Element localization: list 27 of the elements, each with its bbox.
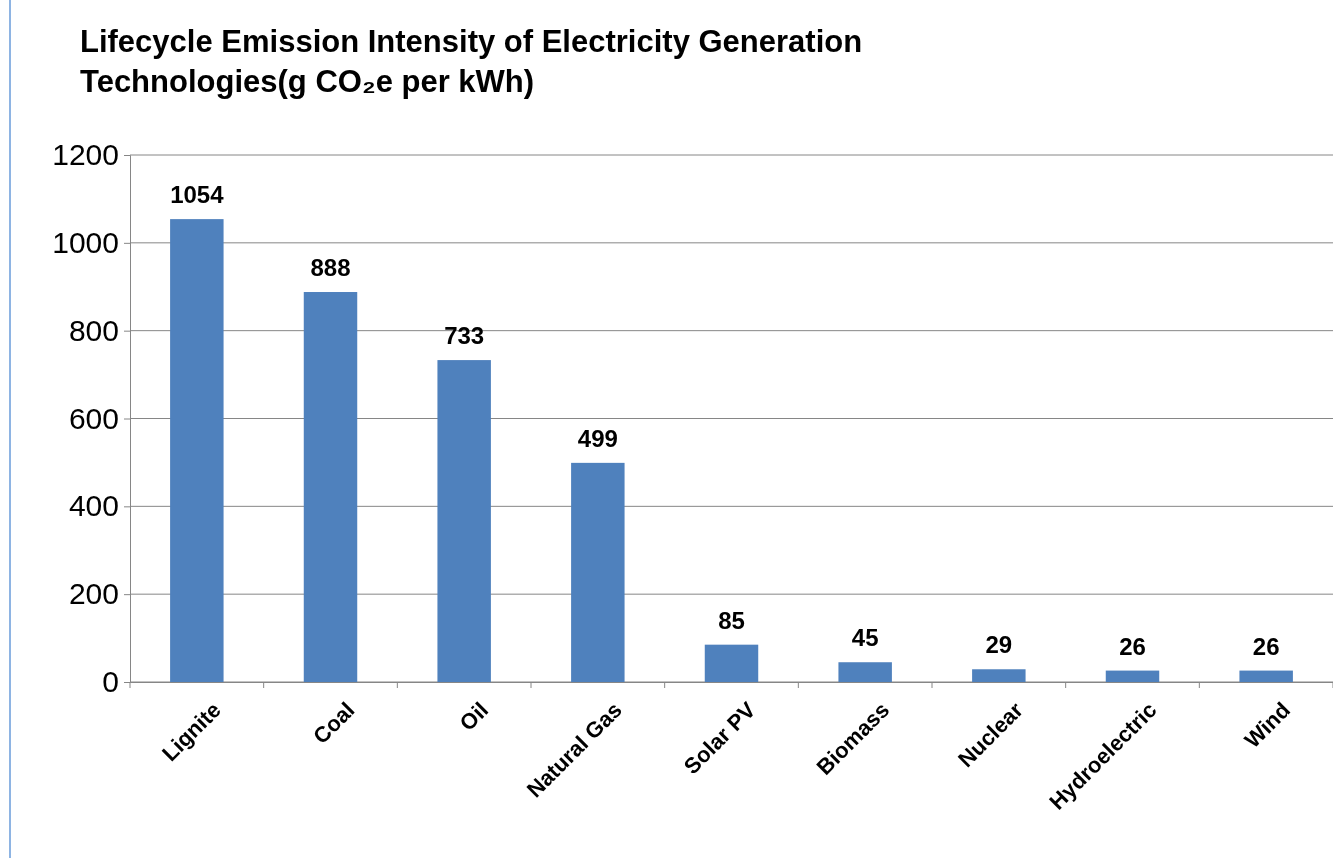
data-label: 85 (718, 606, 745, 634)
data-label: 733 (444, 322, 485, 350)
y-tick-label: 200 (68, 577, 119, 611)
data-label: 888 (310, 254, 351, 282)
bar (571, 462, 625, 682)
bar (303, 292, 358, 682)
data-label: 45 (851, 624, 879, 652)
bar (972, 669, 1026, 682)
data-label: 1054 (170, 181, 225, 209)
data-label: 29 (985, 631, 1013, 659)
bar (838, 662, 892, 682)
bar (704, 644, 759, 682)
data-label: 499 (577, 424, 618, 452)
y-tick-label: 800 (68, 313, 119, 347)
y-tick-label: 600 (68, 401, 119, 435)
bar (1239, 670, 1293, 682)
bar (1105, 670, 1160, 682)
bar (170, 219, 224, 682)
data-label: 26 (1252, 632, 1280, 660)
bar (437, 360, 491, 682)
data-label: 26 (1119, 632, 1146, 660)
y-tick-label: 400 (68, 489, 119, 523)
chart-title: Lifecycle Emission Intensity of Electricity Generation Technologies(g CO₂e per kWh) (80, 24, 863, 99)
y-tick-label: 1200 (52, 138, 119, 172)
x-tick-label: Oil (454, 697, 494, 736)
y-tick-label: 0 (102, 665, 119, 699)
y-tick-label: 1000 (52, 225, 119, 259)
